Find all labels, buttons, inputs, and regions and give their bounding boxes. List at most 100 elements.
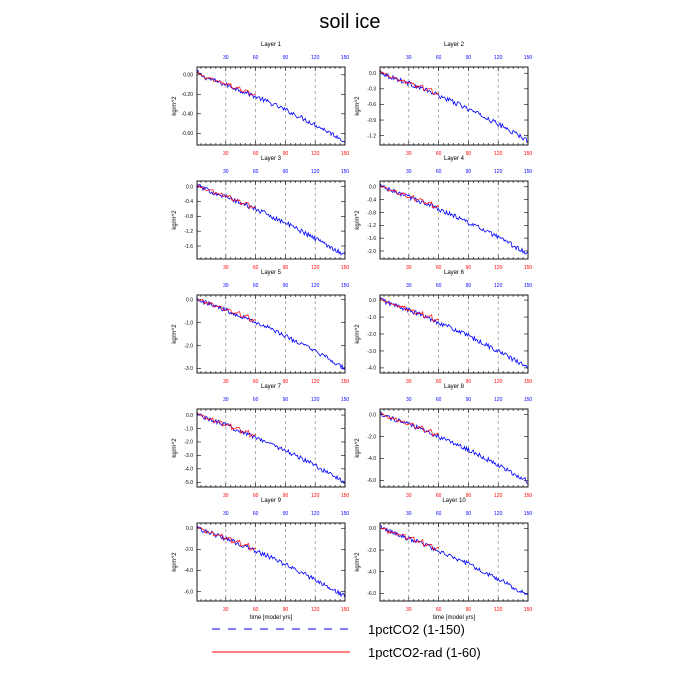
series-1pctCO2-line xyxy=(196,297,346,371)
chart-panels: Layer 1 30 60 90 120 150 30 60 90 120 150 0.00 -0.20… xyxy=(172,42,532,621)
y-axis-label: kg/m^2 xyxy=(172,552,178,572)
top-tick-label: 60 xyxy=(253,55,259,61)
y-tick-label: -1.2 xyxy=(184,229,193,235)
x-axis-label: time [model yrs] xyxy=(433,615,476,621)
top-tick-label: 30 xyxy=(223,511,229,517)
bottom-tick-label: 150 xyxy=(524,493,533,499)
top-tick-label: 60 xyxy=(436,283,442,289)
top-tick-label: 150 xyxy=(341,169,350,175)
top-tick-label: 120 xyxy=(311,283,320,289)
series-1pctCO2-rad-line xyxy=(196,184,256,210)
y-tick-label: -2.0 xyxy=(367,249,376,255)
series-1pctCO2-rad-line xyxy=(196,526,256,551)
y-axis-label: kg/m^2 xyxy=(355,438,361,458)
series-1pctCO2-line xyxy=(379,183,529,255)
panel-title: Layer 3 xyxy=(261,156,282,162)
top-tick-label: 150 xyxy=(341,397,350,403)
y-tick-label: -1.0 xyxy=(367,315,376,321)
y-tick-label: -2.0 xyxy=(367,332,376,338)
top-tick-label: 150 xyxy=(341,55,350,61)
series-1pctCO2-line xyxy=(196,69,346,143)
top-tick-label: 90 xyxy=(283,169,289,175)
legend-label-1: 1pctCO2 (1-150) xyxy=(368,622,465,637)
bottom-tick-label: 30 xyxy=(223,607,229,613)
bottom-tick-label: 120 xyxy=(494,151,503,157)
y-axis-label: kg/m^2 xyxy=(172,96,178,116)
panel-title: Layer 9 xyxy=(261,498,282,504)
top-tick-label: 150 xyxy=(341,283,350,289)
chart-legend: 1pctCO2 (1-150) 1pctCO2-rad (1-60) xyxy=(212,622,481,660)
y-axis-label: kg/m^2 xyxy=(355,324,361,344)
series-1pctCO2-rad-line xyxy=(379,298,439,323)
series-1pctCO2-line xyxy=(379,524,529,596)
y-tick-label: 0.0 xyxy=(369,71,376,77)
series-1pctCO2-line xyxy=(196,412,346,485)
top-tick-label: 60 xyxy=(253,283,259,289)
y-tick-label: 0.0 xyxy=(369,185,376,191)
y-axis-label: kg/m^2 xyxy=(355,210,361,230)
bottom-tick-label: 150 xyxy=(341,151,350,157)
y-tick-label: -2.0 xyxy=(184,343,193,349)
bottom-tick-label: 90 xyxy=(466,493,472,499)
bottom-tick-label: 60 xyxy=(253,493,259,499)
top-tick-label: 120 xyxy=(494,283,503,289)
series-1pctCO2-rad-line xyxy=(196,413,256,438)
y-tick-label: -1.6 xyxy=(367,236,376,242)
y-tick-label: -0.20 xyxy=(182,92,194,98)
top-tick-label: 60 xyxy=(436,397,442,403)
y-tick-label: -4.0 xyxy=(367,366,376,372)
panel-title: Layer 1 xyxy=(261,42,282,48)
bottom-tick-label: 120 xyxy=(494,493,503,499)
legend-label-2: 1pctCO2-rad (1-60) xyxy=(368,645,481,660)
top-tick-label: 90 xyxy=(466,55,472,61)
bottom-tick-label: 30 xyxy=(406,379,412,385)
panel-layer-6: Layer 6 30 60 90 120 150 30 60 90 120 150 0.0 -1.0 -2… xyxy=(355,270,532,385)
top-tick-label: 90 xyxy=(466,511,472,517)
bottom-tick-label: 90 xyxy=(466,607,472,613)
top-tick-label: 150 xyxy=(524,55,533,61)
y-tick-label: -6.0 xyxy=(367,591,376,597)
top-tick-label: 120 xyxy=(494,511,503,517)
bottom-tick-label: 150 xyxy=(341,607,350,613)
top-tick-label: 60 xyxy=(253,169,259,175)
bottom-tick-label: 60 xyxy=(253,151,259,157)
panel-frame xyxy=(379,522,529,602)
series-1pctCO2-rad-line xyxy=(379,527,439,551)
top-tick-label: 120 xyxy=(311,169,320,175)
top-tick-label: 120 xyxy=(311,397,320,403)
bottom-tick-label: 60 xyxy=(253,379,259,385)
y-tick-label: -1.0 xyxy=(184,320,193,326)
panel-frame xyxy=(196,408,346,488)
panel-layer-1: Layer 1 30 60 90 120 150 30 60 90 120 150 0.00 -0.20… xyxy=(172,42,349,157)
top-tick-label: 90 xyxy=(283,55,289,61)
bottom-tick-label: 150 xyxy=(524,151,533,157)
y-tick-label: 0.0 xyxy=(369,412,376,418)
series-1pctCO2-rad-line xyxy=(379,412,439,437)
top-tick-label: 30 xyxy=(223,397,229,403)
bottom-tick-label: 30 xyxy=(223,379,229,385)
top-tick-label: 90 xyxy=(466,169,472,175)
panel-frame xyxy=(379,66,529,146)
panel-frame xyxy=(379,294,529,374)
panel-layer-10: Layer 10 30 60 90 120 150 30 60 90 120 150 0.0 -2.0 -… xyxy=(355,498,532,621)
top-tick-label: 150 xyxy=(524,283,533,289)
bottom-tick-label: 30 xyxy=(223,493,229,499)
y-tick-label: -0.9 xyxy=(367,118,376,124)
y-tick-label: -2.0 xyxy=(367,548,376,554)
panel-title: Layer 2 xyxy=(444,42,465,48)
y-tick-label: 0.0 xyxy=(186,297,193,303)
bottom-tick-label: 90 xyxy=(283,151,289,157)
y-tick-label: -3.0 xyxy=(367,349,376,355)
top-tick-label: 30 xyxy=(406,397,412,403)
panel-frame xyxy=(196,66,346,146)
panel-frame xyxy=(379,180,529,260)
x-axis-label: time [model yrs] xyxy=(250,615,293,621)
top-tick-label: 30 xyxy=(223,283,229,289)
figure-title: soil ice xyxy=(319,11,380,33)
top-tick-label: 90 xyxy=(283,397,289,403)
panel-layer-4: Layer 4 30 60 90 120 150 30 60 90 120 150 0.0 -0.4 -0… xyxy=(355,156,532,271)
top-tick-label: 150 xyxy=(341,511,350,517)
top-tick-label: 60 xyxy=(436,55,442,61)
bottom-tick-label: 120 xyxy=(311,379,320,385)
